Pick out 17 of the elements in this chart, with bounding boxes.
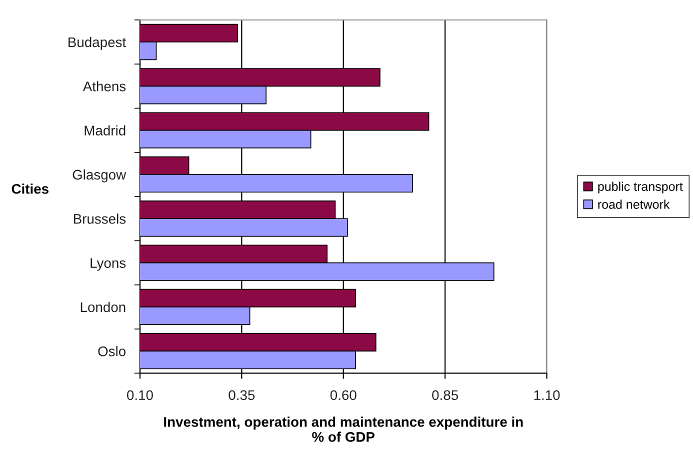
y-tick-label: Glasgow xyxy=(72,169,126,182)
y-tick-label: Brussels xyxy=(74,214,126,224)
x-tick-label: 0.35 xyxy=(228,390,255,400)
y-tick-label: Budapest xyxy=(68,36,126,50)
x-tick-label: 1.10 xyxy=(534,390,560,400)
legend-label: road network xyxy=(598,200,670,209)
y-tick-label: Athens xyxy=(82,81,126,92)
x-tick-label: 0.10 xyxy=(127,390,153,400)
y-tick-label: Madrid xyxy=(84,125,126,136)
y-tick-label: Oslo xyxy=(98,346,126,356)
y-axis-title: Cities xyxy=(12,184,48,194)
x-axis-title: Investment, operation and maintenance expenditure in % of GDP xyxy=(164,416,523,442)
x-tick-label: 0.60 xyxy=(330,390,356,400)
legend-label: public transport xyxy=(598,182,683,194)
x-tick-label: 0.85 xyxy=(432,390,458,400)
y-tick-label: London xyxy=(80,302,126,312)
y-tick-label: Lyons xyxy=(90,258,126,271)
